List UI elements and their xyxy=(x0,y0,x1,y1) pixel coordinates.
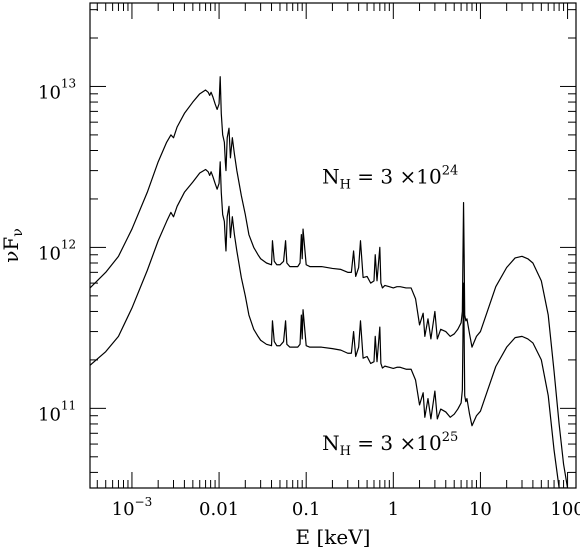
annotation-nh25: NH = 3 ×1025 xyxy=(322,430,458,459)
x-axis-label: E [keV] xyxy=(296,525,371,549)
series-line-2 xyxy=(90,161,568,488)
y-tick-label: 1012 xyxy=(38,237,76,264)
x-tick-label: 0.01 xyxy=(199,499,239,520)
y-tick-label: 1013 xyxy=(38,76,76,103)
x-tick-label: 100 xyxy=(550,499,580,520)
plot-area xyxy=(90,3,576,488)
series-line-1 xyxy=(90,76,569,488)
y-tick-label: 1011 xyxy=(38,398,76,425)
y-axis-title: νFν xyxy=(0,228,26,263)
y-axis-label-main: νF xyxy=(0,237,23,263)
y-axis-label: νFν xyxy=(0,228,26,263)
x-tick-label: 1 xyxy=(388,499,399,520)
plot-frame xyxy=(89,2,577,489)
y-axis-label-subscript: ν xyxy=(10,228,26,237)
x-tick-label: 10 xyxy=(469,499,492,520)
annotation-nh24: NH = 3 ×1024 xyxy=(322,163,458,192)
x-tick-label: 10−3 xyxy=(112,495,153,520)
x-tick-label: 0.1 xyxy=(292,499,321,520)
annotations: NH = 3 ×1024 NH = 3 ×1025 xyxy=(322,163,458,459)
